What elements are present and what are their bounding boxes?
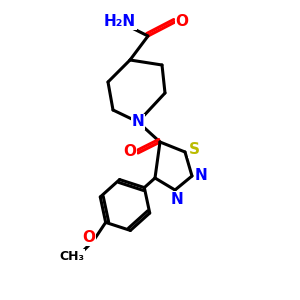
Text: H: H <box>106 15 118 29</box>
Text: N: N <box>171 191 183 206</box>
Text: H₂N: H₂N <box>104 14 136 29</box>
Text: O: O <box>82 230 95 245</box>
Text: O: O <box>176 14 188 29</box>
Text: S: S <box>188 142 200 158</box>
Text: CH₃: CH₃ <box>59 250 84 263</box>
Text: N: N <box>105 14 118 28</box>
Text: N: N <box>132 115 144 130</box>
Text: O: O <box>124 145 136 160</box>
Text: N: N <box>195 169 207 184</box>
